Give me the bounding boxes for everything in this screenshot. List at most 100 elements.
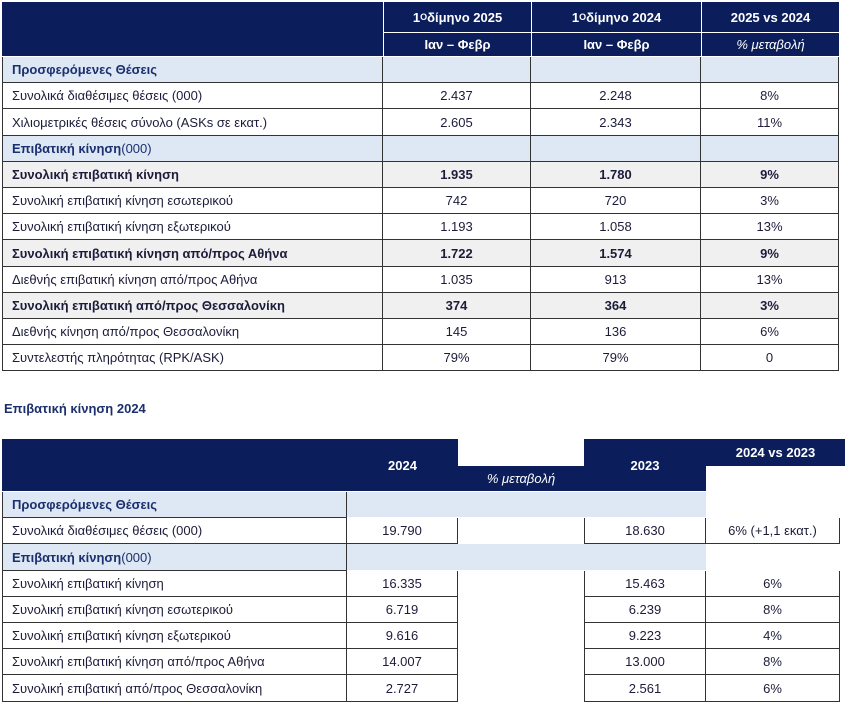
row-label: Συνολική επιβατική κίνηση εξωτερικού — [2, 214, 383, 240]
value-2025: 145 — [383, 319, 531, 345]
row-label: Συνολική επιβατική από/προς Θεσσαλονίκη — [2, 675, 347, 702]
value-2024: 136 — [531, 319, 701, 345]
value-2024: 79% — [531, 345, 701, 371]
section-suffix: (000) — [121, 141, 152, 156]
value-2024: 720 — [531, 188, 701, 214]
value-2024: 9.616 — [347, 623, 458, 649]
section-header: Επιβατική κίνηση (000) — [2, 544, 347, 571]
section-label: Προσφερόμενες Θέσεις — [12, 62, 158, 77]
col2-months: Ιαν – Φεβρ — [583, 37, 650, 52]
value-2025: 742 — [383, 188, 531, 214]
section-empty-cell — [383, 136, 531, 162]
value-2024: 1.058 — [531, 214, 701, 240]
value-2024: 1.574 — [531, 240, 701, 267]
section-fill — [347, 492, 706, 517]
row-label: Διεθνής επιβατική κίνηση από/προς Αθήνα — [2, 267, 383, 293]
value-2023: 6.239 — [584, 597, 706, 623]
row-label: Συνολική επιβατική κίνηση εξωτερικού — [2, 623, 347, 649]
value-change: 13% — [701, 214, 839, 240]
col3-title: 2025 vs 2024 — [730, 9, 811, 25]
value-change: 9% — [701, 240, 839, 267]
value-change: 8% — [706, 649, 840, 675]
value-2024: 2.343 — [531, 109, 701, 136]
value-change: 11% — [701, 109, 839, 136]
value-2023: 2.561 — [584, 675, 706, 702]
value-change: 9% — [701, 162, 839, 188]
col3-subtitle: % μεταβολή — [736, 37, 805, 52]
section-empty-cell — [701, 57, 839, 83]
row-label: Συνολική επιβατική κίνηση από/προς Αθήνα — [2, 649, 347, 675]
value-2024: 14.007 — [347, 649, 458, 675]
table2-header-vs: 2024 vs 2023 — [706, 439, 845, 466]
value-change: 13% — [701, 267, 839, 293]
value-2025: 374 — [383, 293, 531, 319]
col1-months: Ιαν – Φεβρ — [424, 37, 491, 52]
row-label: Συνολική επιβατική κίνηση — [2, 571, 347, 597]
value-2025: 1.722 — [383, 240, 531, 267]
section-label: Προσφερόμενες Θέσεις — [12, 497, 158, 512]
value-2024: 6.719 — [347, 597, 458, 623]
table2-header-2024: 2024 — [347, 439, 458, 491]
value-2024: 364 — [531, 293, 701, 319]
row-label: Διεθνής κίνηση από/προς Θεσσαλονίκη — [2, 319, 383, 345]
value-change: 6% — [706, 675, 840, 702]
table2-header-2023: 2023 — [584, 439, 706, 491]
row-label: Συνολική επιβατική κίνηση εσωτερικού — [2, 597, 347, 623]
table1-header-col3: 2025 vs 2024 % μεταβολή — [701, 2, 839, 56]
section-label: Επιβατική κίνηση — [12, 549, 122, 565]
value-2025: 1.935 — [383, 162, 531, 188]
value-change: 0 — [701, 345, 839, 371]
value-2024: 1.780 — [531, 162, 701, 188]
col2-digit: 1 — [571, 9, 580, 25]
value-change: 8% — [701, 83, 839, 109]
value-2023: 18.630 — [584, 518, 706, 544]
section-title: Επιβατική κίνηση 2024 — [4, 401, 146, 416]
value-change: 8% — [706, 597, 840, 623]
col1-digit: 1 — [412, 9, 421, 25]
value-2025: 2.605 — [383, 109, 531, 136]
table2-header-change: % μεταβολή — [458, 466, 584, 491]
table2-header-blank — [2, 439, 347, 491]
value-2024: 913 — [531, 267, 701, 293]
section-header: Επιβατική κίνηση (000) — [2, 136, 383, 162]
section-suffix: (000) — [121, 549, 152, 565]
row-label: Συνολικά διαθέσιμες θέσεις (000) — [2, 518, 347, 544]
value-change: 6% — [701, 319, 839, 345]
value-2024: 2.248 — [531, 83, 701, 109]
section-header: Προσφερόμενες Θέσεις — [2, 57, 383, 83]
row-label: Χιλιομετρικές θέσεις σύνολο (ASKs σε εκα… — [2, 109, 383, 136]
value-2024: 2.727 — [347, 675, 458, 702]
value-change: 3% — [701, 188, 839, 214]
row-label: Συνολική επιβατική κίνηση εσωτερικού — [2, 188, 383, 214]
row-label: Συντελεστής πληρότητας (RPK/ASK) — [2, 345, 383, 371]
value-change: 6% (+1,1 εκατ.) — [706, 518, 840, 544]
section-label: Επιβατική κίνηση — [12, 141, 122, 156]
section-empty-cell — [701, 136, 839, 162]
section-empty-cell — [383, 57, 531, 83]
table1-header-blank — [2, 2, 383, 56]
col2-period: δίμηνο 2024 — [586, 9, 662, 25]
value-2025: 1.035 — [383, 267, 531, 293]
section-empty-cell — [531, 57, 701, 83]
value-2025: 1.193 — [383, 214, 531, 240]
value-2024: 16.335 — [347, 571, 458, 597]
row-label: Συνολική επιβατική από/προς Θεσσαλονίκη — [2, 293, 383, 319]
value-change: 4% — [706, 623, 840, 649]
section-fill — [347, 544, 706, 570]
value-2023: 13.000 — [584, 649, 706, 675]
col1-period: δίμηνο 2025 — [427, 9, 503, 25]
row-label: Συνολική επιβατική κίνηση από/προς Αθήνα — [2, 240, 383, 267]
value-change: 6% — [706, 571, 840, 597]
row-label: Συνολικά διαθέσιμες θέσεις (000) — [2, 83, 383, 109]
value-2023: 9.223 — [584, 623, 706, 649]
value-2025: 79% — [383, 345, 531, 371]
value-change: 3% — [701, 293, 839, 319]
value-2023: 15.463 — [584, 571, 706, 597]
section-header: Προσφερόμενες Θέσεις — [2, 492, 347, 518]
row-label: Συνολική επιβατική κίνηση — [2, 162, 383, 188]
value-2025: 2.437 — [383, 83, 531, 109]
value-2024: 19.790 — [347, 518, 458, 544]
col1-sup: Ο — [420, 12, 428, 22]
